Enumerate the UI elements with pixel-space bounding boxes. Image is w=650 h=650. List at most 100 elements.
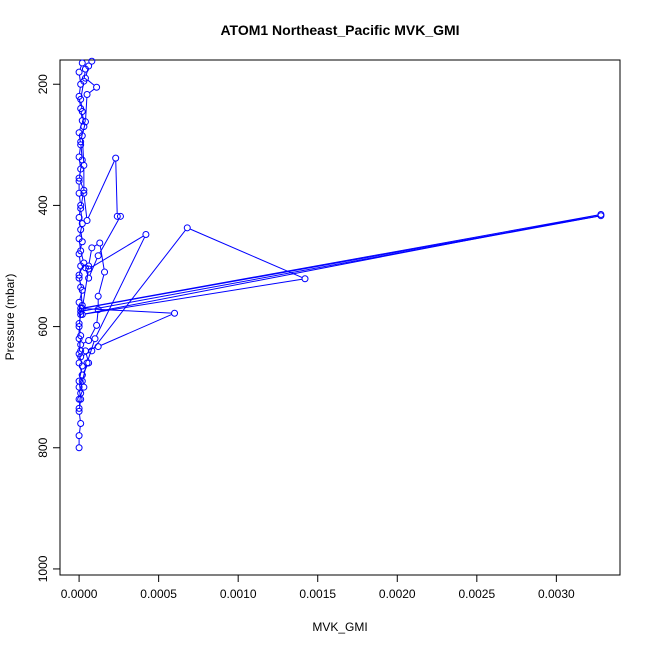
series-segment <box>87 341 95 361</box>
series-segment <box>90 235 144 268</box>
series-segment <box>79 226 83 236</box>
data-point <box>80 259 88 267</box>
series-segment <box>82 365 87 379</box>
data-point <box>77 341 85 349</box>
series-segment <box>79 308 83 321</box>
series-segment <box>79 265 84 273</box>
series-segment <box>189 228 303 278</box>
data-point <box>75 189 83 197</box>
series-3 <box>77 212 605 385</box>
series-segment <box>78 196 81 203</box>
series-segment <box>83 308 172 314</box>
series-segment <box>85 353 89 361</box>
series-segment <box>99 218 120 254</box>
series-segment <box>78 75 81 82</box>
y-axis: 200 400 600 800 1000 <box>36 74 60 582</box>
series-segment <box>80 102 83 109</box>
series-segment <box>83 196 88 218</box>
series-segment <box>78 241 81 248</box>
data-point <box>75 323 83 331</box>
data-point <box>112 154 120 162</box>
series-segment <box>80 253 84 261</box>
data-point <box>94 252 102 260</box>
x-tick-label: 0.0005 <box>140 587 177 601</box>
series-segment <box>83 215 599 312</box>
data-point <box>75 177 83 185</box>
data-point <box>75 432 83 440</box>
data-point <box>94 292 102 300</box>
series-segment <box>78 384 81 391</box>
y-tick-label: 600 <box>36 316 50 336</box>
data-point <box>77 204 85 212</box>
data-point <box>77 389 85 397</box>
data-point <box>75 404 83 412</box>
series-segment <box>98 274 105 294</box>
data-point <box>93 321 101 329</box>
data-point <box>96 239 104 247</box>
data-point <box>85 265 93 273</box>
series-segment <box>78 326 81 333</box>
series-segment <box>78 426 81 433</box>
y-tick-label: 200 <box>36 74 50 94</box>
series-segment <box>78 396 81 406</box>
data-point <box>183 224 191 232</box>
data-point <box>597 212 605 220</box>
data-point <box>94 343 102 351</box>
x-tick-label: 0.0030 <box>538 587 575 601</box>
data-point <box>77 420 85 428</box>
data-point <box>75 274 83 282</box>
data-point <box>78 156 86 164</box>
x-tick-label: 0.0000 <box>61 587 98 601</box>
series-segment <box>78 87 81 94</box>
data-point <box>78 108 86 115</box>
data-point <box>88 244 96 252</box>
series-segment <box>78 147 81 155</box>
data-point <box>116 212 124 220</box>
series-segment <box>78 256 81 264</box>
data-point <box>80 77 88 85</box>
series-segment <box>82 377 84 385</box>
series-segment <box>80 129 84 139</box>
data-point <box>77 201 85 209</box>
series-segment <box>100 314 172 346</box>
data-point <box>83 359 91 367</box>
series-segment <box>81 138 85 163</box>
series-segment <box>95 236 146 337</box>
series-segment <box>87 160 115 219</box>
data-point <box>83 91 91 99</box>
series-segment <box>85 270 89 276</box>
series-segment <box>79 162 83 176</box>
data-point <box>77 141 85 149</box>
x-axis-label: MVK_GMI <box>312 620 367 634</box>
series-segment <box>79 65 82 70</box>
plot-area <box>75 57 605 452</box>
series-segment <box>79 356 82 364</box>
data-point <box>78 220 86 228</box>
data-point <box>81 118 89 126</box>
series-segment <box>89 327 96 339</box>
x-tick-label: 0.0025 <box>458 587 495 601</box>
data-point <box>88 57 96 65</box>
series-segment <box>83 341 87 344</box>
data-point <box>75 68 83 76</box>
data-point <box>91 335 99 343</box>
series-segment <box>94 244 98 247</box>
data-point <box>75 407 83 415</box>
data-point <box>78 362 86 370</box>
x-tick-label: 0.0015 <box>299 587 336 601</box>
x-tick-label: 0.0010 <box>220 587 257 601</box>
series-segment <box>89 88 95 94</box>
data-point <box>75 377 83 385</box>
series-segment <box>82 114 85 124</box>
series-segment <box>83 71 86 79</box>
data-point <box>75 320 83 328</box>
series-segment <box>82 271 89 306</box>
y-axis-label: Pressure (mbar) <box>3 274 17 361</box>
data-point <box>75 235 83 243</box>
series-4 <box>77 57 124 349</box>
data-point <box>77 283 85 291</box>
data-point <box>81 65 89 73</box>
data-point <box>77 138 85 146</box>
series-segment <box>88 250 92 264</box>
